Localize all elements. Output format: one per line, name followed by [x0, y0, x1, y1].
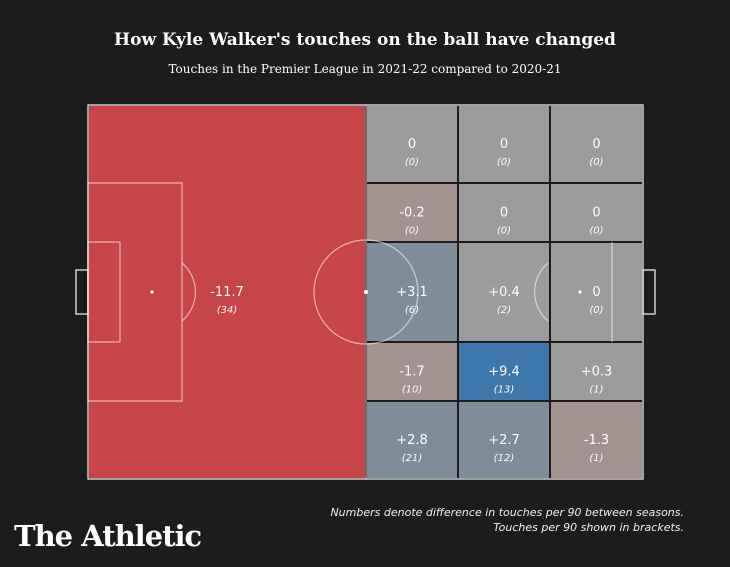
zone-change-r2c1: -0.2 — [399, 206, 424, 221]
zone-change-r1c3: 0 — [592, 137, 600, 152]
zone-cell-r1c2 — [459, 106, 549, 182]
pitch-markings — [75, 104, 656, 480]
zone-cell-r2c2 — [459, 184, 549, 241]
zone-change-r4c1: -1.7 — [399, 365, 424, 380]
zone-change-r4c2: +9.4 — [488, 365, 520, 380]
zone-touches-r1c2: (0) — [497, 157, 511, 168]
zone-cell-r2c3 — [551, 184, 642, 241]
zone-change-r4c3: +0.3 — [581, 365, 613, 380]
zone-cell-r2c1 — [367, 184, 457, 241]
zone-cell-r4c2 — [459, 343, 549, 400]
footnote-line-1: Numbers denote difference in touches per… — [330, 506, 684, 519]
footnote: Numbers denote difference in touches per… — [330, 505, 684, 535]
zone-change-r1c2: 0 — [500, 137, 508, 152]
zone-touches-r3c1: (6) — [405, 305, 419, 316]
zone-change-r3c3: 0 — [592, 285, 600, 300]
zone-change-r5c3: -1.3 — [584, 433, 609, 448]
zone-touches-own-half: (34) — [217, 305, 238, 316]
right-penalty-spot — [578, 290, 582, 294]
zone-change-r1c1: 0 — [408, 137, 416, 152]
zone-change-r3c1: +3.1 — [396, 285, 428, 300]
zone-cell-r1c1 — [367, 106, 457, 182]
zone-labels: -11.7 (34) 0 (0) 0 (0) 0 (0) -0.2 (0) 0 (0) 0 (0) +3.1… — [210, 137, 612, 464]
zone-touches-r2c3: (0) — [589, 226, 603, 237]
right-goal — [642, 269, 656, 315]
zone-touches-r1c1: (0) — [405, 157, 419, 168]
zone-touches-r2c2: (0) — [497, 226, 511, 237]
zone-cell-r4c3 — [551, 343, 642, 400]
zone-touches-r3c3: (0) — [589, 305, 603, 316]
centre-circle — [313, 239, 419, 345]
left-goal — [75, 269, 89, 315]
chart-subtitle: Touches in the Premier League in 2021-22… — [168, 62, 562, 76]
zone-touches-r2c1: (0) — [405, 226, 419, 237]
footnote-line-2: Touches per 90 shown in brackets. — [493, 521, 684, 534]
zones-layer — [89, 106, 642, 478]
left-penalty-arc — [181, 262, 197, 322]
zone-touches-r4c2: (13) — [494, 385, 515, 396]
zone-touches-r3c2: (2) — [497, 305, 511, 316]
zone-touches-r4c3: (1) — [589, 385, 603, 396]
brand-logo: The Athletic — [14, 519, 202, 553]
zone-touches-r5c3: (1) — [589, 453, 603, 464]
zone-change-r5c2: +2.7 — [488, 433, 520, 448]
zone-touches-r4c1: (10) — [402, 385, 423, 396]
zone-cell-r1c3 — [551, 106, 642, 182]
left-penalty-spot — [150, 290, 154, 294]
zone-cell-own-half — [89, 106, 365, 478]
zone-cell-r5c3 — [551, 402, 642, 478]
chart-title: How Kyle Walker's touches on the ball ha… — [114, 30, 616, 50]
zone-touches-r5c1: (21) — [402, 453, 423, 464]
zone-cell-r3c3 — [551, 243, 642, 341]
zone-cell-r4c1 — [367, 343, 457, 400]
zone-touches-r5c2: (12) — [494, 453, 515, 464]
zone-cell-r5c1 — [367, 402, 457, 478]
zone-touches-r1c3: (0) — [589, 157, 603, 168]
zone-change-r2c3: 0 — [592, 206, 600, 221]
zone-change-own-half: -11.7 — [210, 285, 244, 300]
zone-change-r3c2: +0.4 — [488, 285, 520, 300]
right-penalty-arc — [533, 262, 549, 322]
centre-spot — [364, 290, 368, 294]
zone-change-r5c1: +2.8 — [396, 433, 428, 448]
zone-cell-r5c2 — [459, 402, 549, 478]
zone-change-r2c2: 0 — [500, 206, 508, 221]
zone-cell-r3c1 — [367, 243, 457, 341]
